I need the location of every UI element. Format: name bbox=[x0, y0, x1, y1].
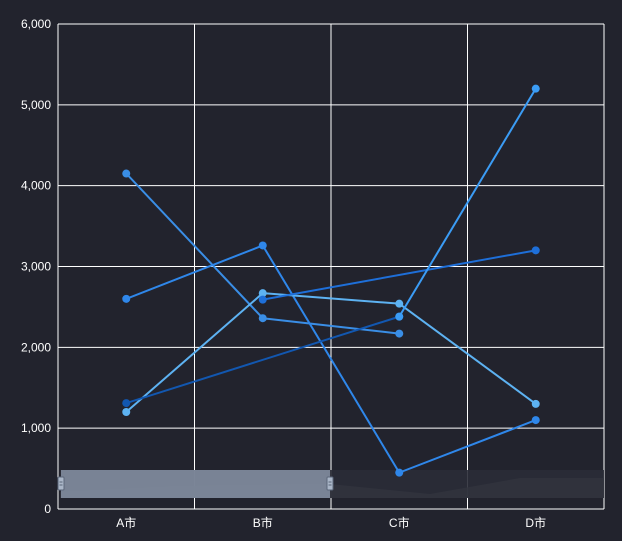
handle-grip[interactable] bbox=[326, 476, 334, 491]
data-point[interactable] bbox=[258, 314, 267, 323]
series-line bbox=[125, 244, 537, 474]
series-line bbox=[125, 292, 537, 413]
y-tick-label: 0 bbox=[44, 502, 51, 516]
series-6 bbox=[395, 84, 540, 321]
handle-grip[interactable] bbox=[57, 476, 65, 491]
series-layer bbox=[122, 84, 540, 477]
x-tick-label: A市 bbox=[116, 515, 136, 530]
series-4 bbox=[122, 312, 404, 408]
series-5 bbox=[258, 246, 540, 304]
series-3 bbox=[122, 289, 540, 416]
axis-layer: 0 1,000 2,000 3,000 4,000 5,000 6,000 A市 B市 C市 D市 bbox=[21, 17, 546, 530]
data-zoom-window[interactable] bbox=[61, 470, 330, 498]
data-zoom-slider[interactable] bbox=[57, 470, 604, 498]
y-tick-label: 1,000 bbox=[21, 421, 51, 435]
data-point[interactable] bbox=[122, 399, 131, 408]
data-point[interactable] bbox=[531, 416, 540, 425]
y-tick-label: 4,000 bbox=[21, 179, 51, 193]
data-point[interactable] bbox=[258, 295, 267, 304]
y-tick-label: 2,000 bbox=[21, 340, 51, 354]
y-tick-label: 3,000 bbox=[21, 260, 51, 274]
data-point[interactable] bbox=[122, 408, 131, 416]
series-2 bbox=[122, 241, 540, 477]
data-zoom-handle-right[interactable] bbox=[326, 476, 334, 491]
x-tick-label: B市 bbox=[253, 515, 273, 530]
data-point[interactable] bbox=[531, 399, 540, 408]
grid-layer bbox=[57, 23, 605, 510]
series-line bbox=[398, 88, 537, 318]
y-tick-label: 6,000 bbox=[21, 17, 51, 31]
series-1 bbox=[122, 169, 404, 338]
data-point[interactable] bbox=[395, 329, 404, 338]
x-tick-label: C市 bbox=[389, 515, 410, 530]
series-line bbox=[125, 315, 400, 405]
x-tick-label: D市 bbox=[525, 515, 546, 530]
data-point[interactable] bbox=[395, 468, 404, 477]
series-line bbox=[125, 172, 400, 335]
data-point[interactable] bbox=[531, 84, 540, 93]
y-tick-label: 5,000 bbox=[21, 98, 51, 112]
data-point[interactable] bbox=[395, 312, 404, 321]
data-point[interactable] bbox=[531, 246, 540, 255]
data-point[interactable] bbox=[258, 241, 267, 250]
data-point[interactable] bbox=[122, 294, 131, 303]
data-zoom-handle-left[interactable] bbox=[57, 476, 65, 491]
data-point[interactable] bbox=[122, 169, 131, 178]
data-point[interactable] bbox=[258, 289, 267, 298]
data-point[interactable] bbox=[395, 299, 404, 308]
series-line bbox=[262, 249, 536, 301]
